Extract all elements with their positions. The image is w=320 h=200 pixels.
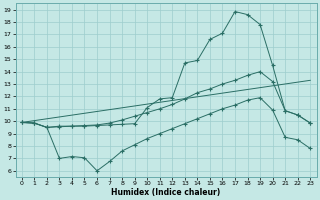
X-axis label: Humidex (Indice chaleur): Humidex (Indice chaleur) [111, 188, 221, 197]
